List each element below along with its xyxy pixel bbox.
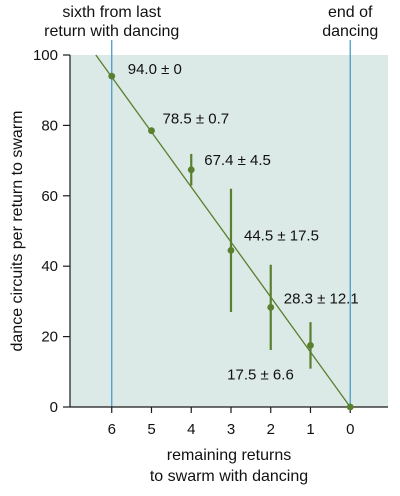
reference-line-label: sixth from last	[62, 4, 161, 21]
x-tick-label: 5	[147, 421, 155, 438]
data-point	[108, 72, 116, 80]
data-label: 78.5 ± 0.7	[162, 111, 229, 128]
x-tick-label: 3	[227, 421, 235, 438]
data-label: 94.0 ± 0	[128, 61, 182, 78]
data-point	[227, 246, 235, 254]
data-label: 28.3 ± 12.1	[284, 290, 359, 307]
reference-line-label: dancing	[322, 23, 378, 40]
y-tick-label: 100	[33, 47, 58, 64]
y-tick-label: 60	[41, 188, 58, 205]
data-label: 17.5 ± 6.6	[227, 366, 294, 383]
x-tick-label: 0	[346, 421, 354, 438]
x-axis-title: to swarm with dancing	[150, 468, 308, 485]
y-tick-label: 40	[41, 258, 58, 275]
x-tick-label: 1	[306, 421, 314, 438]
data-point	[267, 303, 275, 311]
reference-line-label: return with dancing	[44, 23, 179, 40]
data-label: 44.5 ± 17.5	[244, 227, 319, 244]
x-tick-label: 6	[108, 421, 116, 438]
x-tick-label: 4	[187, 421, 195, 438]
plot-background	[70, 55, 388, 407]
data-label: 67.4 ± 4.5	[204, 152, 271, 169]
y-axis-title: dance circuits per return to swarm	[9, 111, 26, 352]
data-point	[346, 403, 354, 411]
data-point	[187, 166, 195, 174]
data-point	[148, 127, 155, 135]
y-tick-label: 0	[50, 399, 58, 416]
y-tick-label: 20	[41, 329, 58, 346]
trend-line	[95, 54, 351, 408]
data-point	[307, 342, 314, 349]
y-tick-label: 80	[41, 117, 58, 134]
x-axis-title: remaining returns	[167, 447, 292, 464]
x-tick-label: 2	[267, 421, 275, 438]
reference-line-label: end of	[328, 4, 373, 21]
